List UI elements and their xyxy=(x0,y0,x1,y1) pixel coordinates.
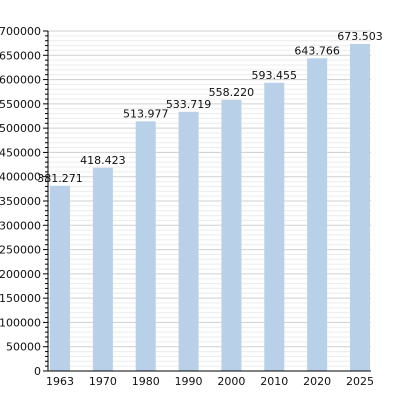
axes xyxy=(43,30,371,372)
data-label-1963: 381.271 xyxy=(37,172,83,185)
labels: 0 50000 100000 150000 200000 250000 300000 3500… xyxy=(0,25,383,388)
bar-2000 xyxy=(221,99,242,372)
x-tick-label-1970: 1970 xyxy=(89,375,117,388)
bar-2020 xyxy=(307,58,328,371)
y-tick-label: 250000 xyxy=(0,244,41,257)
bar-1963 xyxy=(50,185,70,371)
x-tick-label-2000: 2000 xyxy=(217,375,245,388)
y-tick-label: 50000 xyxy=(6,341,41,354)
data-label-2020: 643.766 xyxy=(294,44,340,57)
bar-1970 xyxy=(92,167,113,371)
y-tick-label: 650000 xyxy=(0,49,41,62)
y-tick-label: 150000 xyxy=(0,292,41,305)
x-tick-label-1990: 1990 xyxy=(175,375,203,388)
y-tick-label: 100000 xyxy=(0,316,41,329)
x-tick-label-2025: 2025 xyxy=(346,375,374,388)
y-tick-label: 700000 xyxy=(0,25,41,38)
data-label-1970: 418.423 xyxy=(80,154,126,167)
x-tick-label-1963: 1963 xyxy=(46,375,74,388)
data-label-2000: 558.220 xyxy=(209,86,255,99)
data-label-1980: 513.977 xyxy=(123,107,169,120)
y-tick-label: 400000 xyxy=(0,171,41,184)
data-label-2025: 673.503 xyxy=(337,30,383,43)
y-tick-label: 500000 xyxy=(0,122,41,135)
data-label-2010: 593.455 xyxy=(252,69,298,82)
y-tick-label: 550000 xyxy=(0,98,41,111)
y-tick-label: 450000 xyxy=(0,146,41,159)
x-tick-label-2020: 2020 xyxy=(303,375,331,388)
y-tick-label: 300000 xyxy=(0,219,41,232)
y-tick-label: 600000 xyxy=(0,74,41,87)
y-tick-label: 350000 xyxy=(0,195,41,208)
bars xyxy=(50,43,370,372)
bar-2025 xyxy=(350,43,370,372)
data-label-1990: 533.719 xyxy=(166,98,212,111)
bar-1990 xyxy=(178,111,199,371)
bar-2010 xyxy=(264,82,285,371)
y-tick-label: 0 xyxy=(34,365,41,378)
x-tick-label-2010: 2010 xyxy=(260,375,288,388)
x-tick-label-1980: 1980 xyxy=(132,375,160,388)
y-tick-label: 200000 xyxy=(0,268,41,281)
bar-1980 xyxy=(135,121,156,371)
